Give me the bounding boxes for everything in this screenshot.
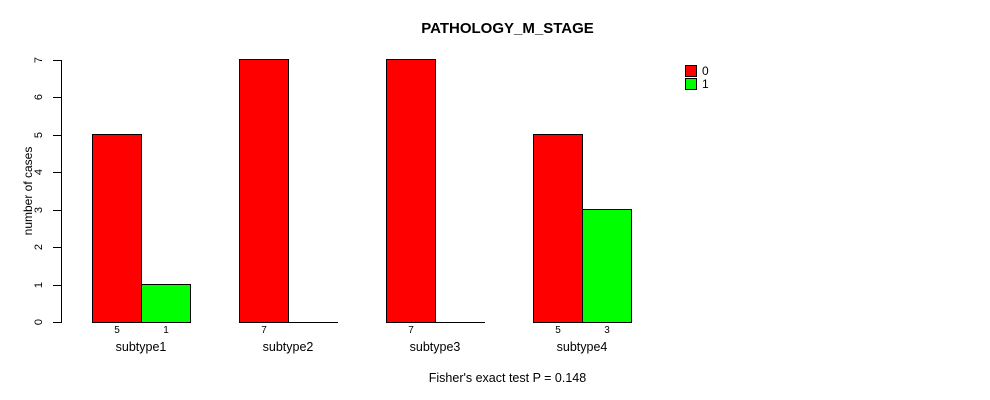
y-tick-label: 1: [33, 281, 45, 288]
bar-subtype1-series0: [92, 133, 142, 323]
bar-count-label: 7: [261, 325, 267, 336]
bar-subtype3-series0: [386, 58, 436, 323]
bar-count-label: 5: [555, 325, 561, 336]
bar-subtype3-series1-zero: [435, 322, 485, 323]
legend-row: 0: [685, 65, 709, 77]
legend-swatch-0: [685, 65, 697, 77]
y-tick: [53, 97, 61, 98]
stat-annotation: Fisher's exact test P = 0.148: [428, 371, 587, 385]
legend-row: 1: [685, 78, 709, 90]
legend-swatch-1: [685, 78, 697, 90]
y-tick: [53, 134, 61, 136]
y-tick-label: 3: [33, 206, 45, 213]
bar-subtype4-series0: [533, 133, 583, 323]
y-tick-label: 7: [33, 56, 45, 63]
x-category-label: subtype2: [262, 340, 314, 354]
y-tick-label: 6: [33, 93, 45, 101]
x-category-label: subtype3: [409, 340, 461, 354]
legend-label: 0: [702, 64, 709, 78]
y-tick-label: 0: [33, 318, 45, 326]
y-axis-line: [61, 60, 62, 323]
legend-label: 1: [702, 77, 709, 91]
y-tick: [53, 322, 61, 323]
x-category-label: subtype4: [556, 340, 608, 354]
bar-count-label: 7: [408, 325, 414, 336]
y-tick-label: 5: [33, 131, 45, 138]
bar-subtype2-series0: [239, 58, 289, 323]
y-tick: [53, 247, 61, 248]
x-category-label: subtype1: [115, 340, 167, 354]
bar-subtype1-series1: [141, 283, 191, 323]
y-tick: [53, 59, 61, 61]
bar-subtype4-series1: [582, 208, 632, 323]
bar-count-label: 1: [163, 325, 169, 336]
bar-subtype2-series1-zero: [288, 322, 338, 323]
y-tick-label: 4: [33, 168, 45, 176]
y-tick: [53, 172, 61, 173]
y-tick: [53, 209, 61, 211]
chart-title: PATHOLOGY_M_STAGE: [421, 20, 594, 37]
y-tick: [53, 284, 61, 286]
bar-count-label: 3: [604, 325, 610, 336]
y-tick-label: 2: [33, 243, 45, 251]
bar-count-label: 5: [114, 325, 120, 336]
y-axis-label: number of cases: [21, 146, 35, 236]
